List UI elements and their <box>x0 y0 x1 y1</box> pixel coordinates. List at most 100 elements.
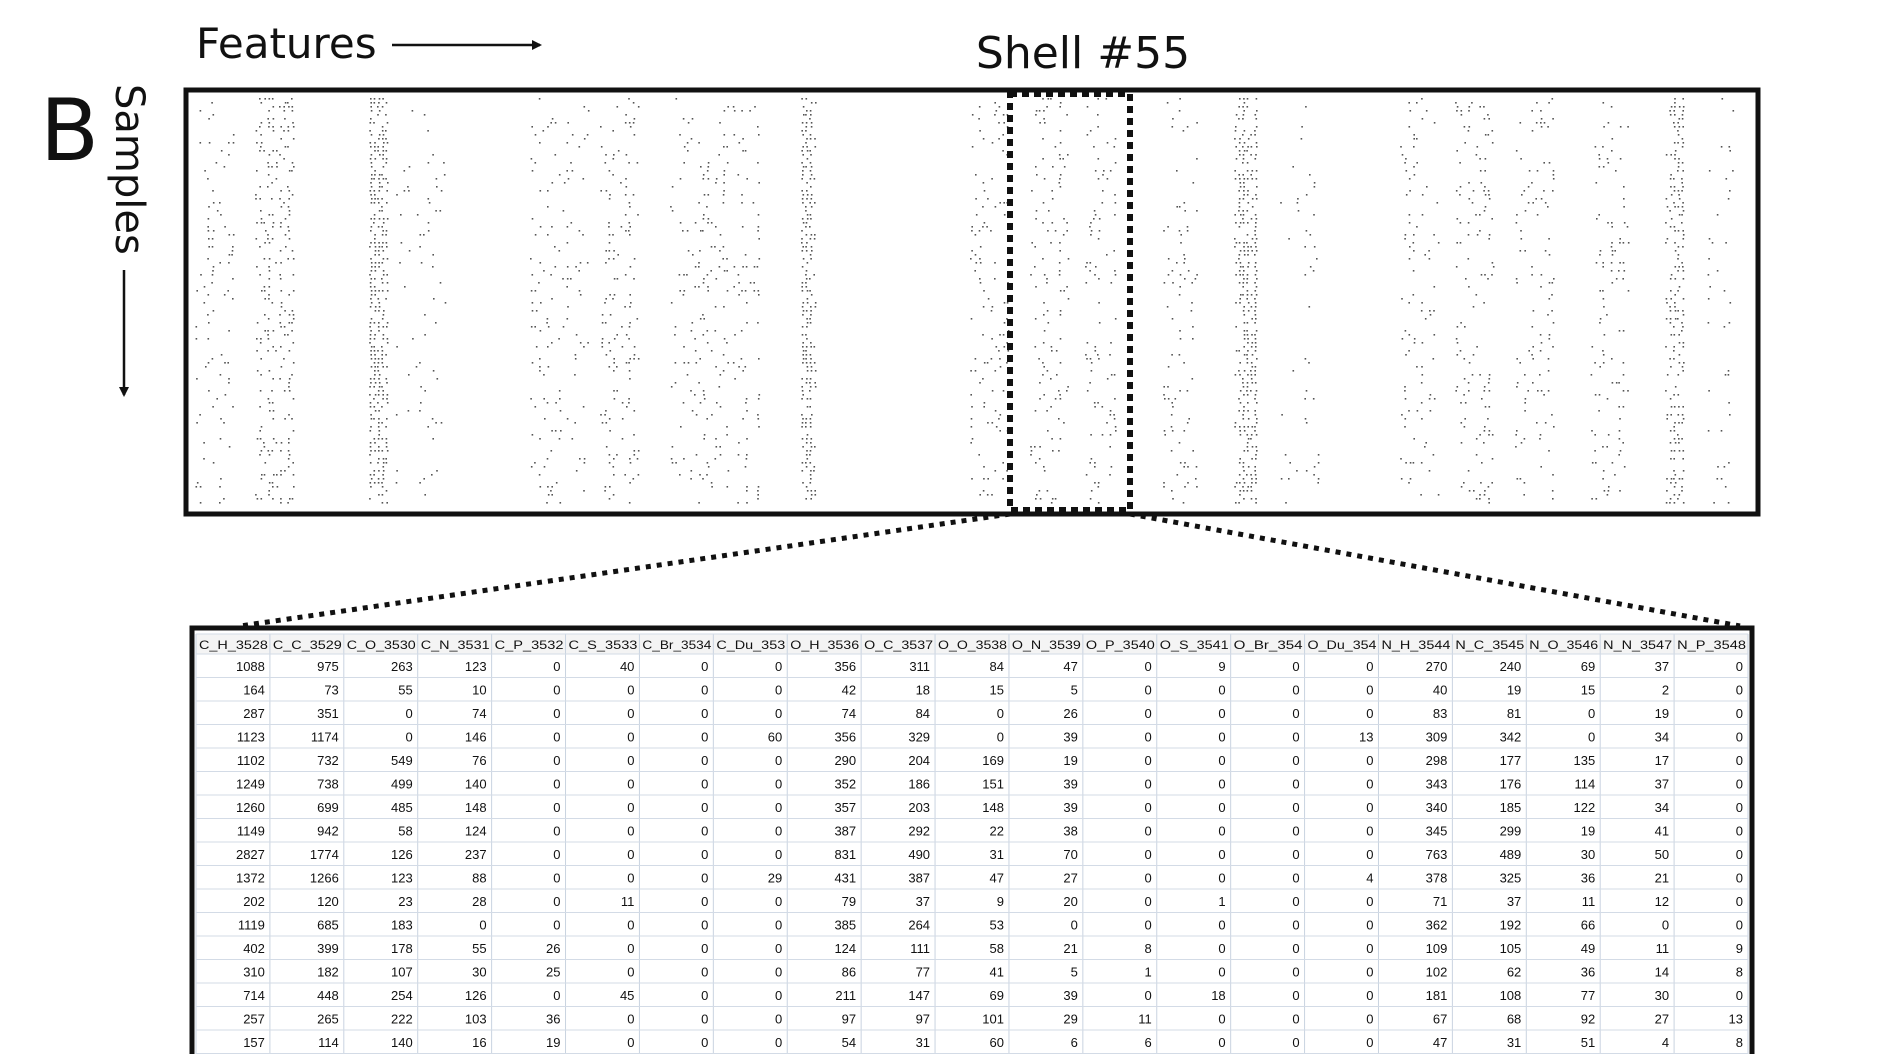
table-cell: 329 <box>908 730 930 745</box>
table-cell: 31 <box>916 1035 930 1050</box>
table-cell: 0 <box>1292 730 1299 745</box>
table-cell: 0 <box>627 777 634 792</box>
table-cell: 30 <box>472 965 486 980</box>
table-cell: 222 <box>391 1012 413 1027</box>
table-cell: 0 <box>1366 824 1373 839</box>
table-cell: 240 <box>1500 659 1522 674</box>
table-cell: 0 <box>1292 847 1299 862</box>
table-cell: 549 <box>391 753 413 768</box>
table-cell: 146 <box>465 730 487 745</box>
table-cell: 211 <box>835 988 856 1003</box>
table-cell: 0 <box>627 1035 634 1050</box>
table-cell: 15 <box>989 683 1003 698</box>
table-cell: 352 <box>834 777 856 792</box>
table-cell: 135 <box>1573 753 1595 768</box>
table-cell: 0 <box>1218 871 1225 886</box>
samples-label: Samples <box>106 84 152 255</box>
table-cell: 385 <box>834 918 856 933</box>
table-cell: 140 <box>391 1035 413 1050</box>
table-cell: 0 <box>1145 871 1152 886</box>
table-cell: 0 <box>775 683 782 698</box>
table-cell: 0 <box>1292 683 1299 698</box>
table-cell: 0 <box>553 824 560 839</box>
table-header-cell: C_O_3530 <box>347 638 416 652</box>
table-cell: 186 <box>908 777 930 792</box>
table-cell: 8 <box>1145 941 1152 956</box>
table-cell: 15 <box>1581 683 1595 698</box>
table-cell: 73 <box>324 683 338 698</box>
table-cell: 0 <box>553 659 560 674</box>
table-cell: 0 <box>553 894 560 909</box>
table-cell: 699 <box>317 800 339 815</box>
data-table: C_H_3528 C_C_3529 C_O_3530 C_N_3531 C_P_3532… <box>195 633 1749 1054</box>
table-cell: 0 <box>1145 730 1152 745</box>
table-cell: 6 <box>1071 1035 1078 1050</box>
table-cell: 47 <box>989 871 1003 886</box>
table-header-cell: N_P_3548 <box>1677 638 1746 652</box>
table-cell: 49 <box>1581 941 1595 956</box>
table-cell: 0 <box>1145 894 1152 909</box>
table-cell: 123 <box>465 659 487 674</box>
table-cell: 13 <box>1729 1012 1743 1027</box>
table-cell: 356 <box>834 730 856 745</box>
table-cell: 0 <box>1366 941 1373 956</box>
table-cell: 311 <box>909 659 930 674</box>
table-cell: 1149 <box>237 824 265 839</box>
table-cell: 0 <box>627 730 634 745</box>
table-cell: 111 <box>910 941 930 956</box>
table-cell: 122 <box>1573 800 1595 815</box>
table-cell: 53 <box>989 918 1003 933</box>
table-cell: 345 <box>1426 824 1448 839</box>
table-header-cell: N_O_3546 <box>1529 638 1598 652</box>
table-cell: 0 <box>775 706 782 721</box>
table-cell: 0 <box>1292 894 1299 909</box>
sparse-matrix-dots <box>195 98 1735 504</box>
table-cell: 0 <box>1366 988 1373 1003</box>
table-cell: 0 <box>1736 706 1743 721</box>
table-cell: 0 <box>1736 777 1743 792</box>
table-cell: 38 <box>1063 824 1077 839</box>
table-header-cell: C_C_3529 <box>273 638 342 652</box>
shell-highlight-box <box>1007 91 1133 513</box>
table-cell: 58 <box>398 824 412 839</box>
table-cell: 0 <box>1736 753 1743 768</box>
table-cell: 29 <box>1063 1012 1077 1027</box>
table-cell: 4 <box>1366 871 1373 886</box>
table-cell: 126 <box>391 847 413 862</box>
table-cell: 50 <box>1655 847 1669 862</box>
table-cell: 257 <box>243 1012 265 1027</box>
table-cell: 74 <box>842 706 856 721</box>
table-cell: 39 <box>1063 730 1077 745</box>
table-cell: 0 <box>405 730 412 745</box>
table-cell: 42 <box>842 683 856 698</box>
table-header-cell: O_S_3541 <box>1160 638 1229 652</box>
table-cell: 0 <box>1292 918 1299 933</box>
table-cell: 8 <box>1736 1035 1743 1050</box>
table-cell: 21 <box>1063 941 1077 956</box>
table-cell: 30 <box>1655 988 1669 1003</box>
table-cell: 41 <box>1655 824 1669 839</box>
table-cell: 97 <box>916 1012 930 1027</box>
table-cell: 310 <box>243 965 265 980</box>
table-cell: 0 <box>1218 753 1225 768</box>
table-cell: 47 <box>1433 1035 1447 1050</box>
table-cell: 387 <box>834 824 856 839</box>
table-cell: 74 <box>472 706 486 721</box>
table-cell: 17 <box>1655 753 1669 768</box>
table-cell: 40 <box>1433 683 1447 698</box>
table-cell: 47 <box>1063 659 1077 674</box>
table-cell: 37 <box>1655 659 1669 674</box>
table-cell: 0 <box>775 777 782 792</box>
table-cell: 0 <box>627 871 634 886</box>
table-cell: 732 <box>317 753 339 768</box>
table-header-cell: O_Br_354 <box>1234 638 1303 652</box>
table-cell: 45 <box>620 988 634 1003</box>
table-cell: 0 <box>405 706 412 721</box>
table-cell: 19 <box>1581 824 1595 839</box>
table-cell: 1372 <box>236 871 265 886</box>
table-header-cell: C_S_3533 <box>569 638 638 652</box>
table-cell: 0 <box>997 706 1004 721</box>
table-cell: 0 <box>775 1012 782 1027</box>
table-header-cell: O_N_3539 <box>1012 638 1081 652</box>
table-header-row <box>196 634 1748 654</box>
